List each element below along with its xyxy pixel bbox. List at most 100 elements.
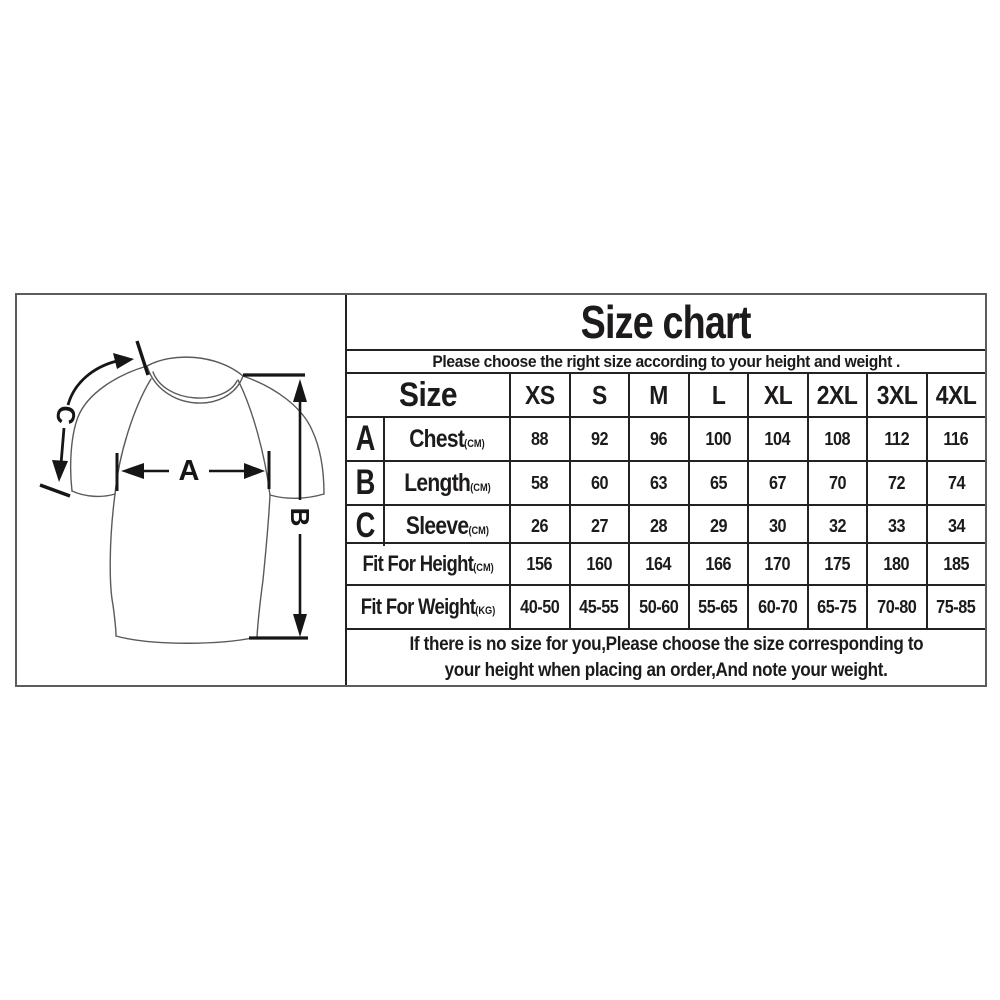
measurement-a-arrow: A bbox=[115, 451, 271, 491]
c-arc-arrowhead bbox=[113, 353, 134, 369]
row-label: Sleeve(CM) bbox=[383, 506, 509, 546]
table-header-row: Size XS S M L XL 2XL 3XL 4XL bbox=[347, 374, 985, 418]
cell-value: 160 bbox=[568, 544, 629, 584]
c-down-shaft bbox=[59, 427, 66, 465]
size-chart-panel: A B C bbox=[15, 293, 987, 687]
cell-value: 72 bbox=[866, 462, 926, 504]
tshirt-measurement-diagram: A B C bbox=[39, 340, 325, 644]
cell-value: 60 bbox=[568, 462, 629, 504]
header-col-4xl: 4XL bbox=[925, 374, 986, 416]
right-sleeve-hem bbox=[269, 493, 325, 499]
cell-value: 88 bbox=[509, 418, 569, 460]
cell-value: 156 bbox=[509, 544, 569, 584]
header-col-s: S bbox=[568, 374, 629, 416]
cell-value: 74 bbox=[925, 462, 986, 504]
row-unit: (CM) bbox=[468, 524, 489, 537]
cell-value: 75-85 bbox=[925, 586, 986, 628]
cell-value: 70-80 bbox=[866, 586, 926, 628]
right-raglan-seam bbox=[237, 379, 271, 496]
b-top-arrowhead bbox=[293, 379, 307, 402]
cell-value: 92 bbox=[568, 418, 629, 460]
cell-value: 67 bbox=[747, 462, 807, 504]
tshirt-outline bbox=[69, 356, 325, 644]
right-sleeve-outer bbox=[242, 375, 325, 495]
cell-value: 104 bbox=[747, 418, 807, 460]
bottom-hem bbox=[115, 635, 258, 644]
row-label: Fit For Height(CM) bbox=[362, 551, 494, 576]
row-unit: (CM) bbox=[473, 562, 494, 574]
row-unit: (CM) bbox=[464, 437, 485, 450]
header-col-xl: XL bbox=[747, 374, 807, 416]
row-letter: B bbox=[355, 463, 376, 502]
header-size: Size bbox=[398, 375, 458, 414]
cell-value: 180 bbox=[866, 544, 926, 584]
cell-value: 26 bbox=[509, 506, 569, 546]
a-label: A bbox=[179, 455, 200, 487]
row-unit: (CM) bbox=[469, 481, 491, 494]
row-letter: A bbox=[355, 419, 376, 458]
cell-value: 30 bbox=[747, 506, 807, 546]
header-col-xs: XS bbox=[509, 374, 569, 416]
table-row-fit-height: Fit For Height(CM) 156 160 164 166 170 1… bbox=[347, 544, 985, 586]
cell-value: 166 bbox=[687, 544, 748, 584]
cell-value: 63 bbox=[628, 462, 688, 504]
note-line-2: your height when placing an order,And no… bbox=[444, 659, 888, 681]
table-row-chest: A Chest(CM) 88 92 96 100 104 108 112 116 bbox=[347, 418, 985, 462]
c-collar-tick bbox=[135, 340, 150, 376]
cell-value: 32 bbox=[806, 506, 867, 546]
cell-value: 65 bbox=[687, 462, 748, 504]
cell-value: 55-65 bbox=[687, 586, 748, 628]
cell-value: 40-50 bbox=[509, 586, 569, 628]
collar-top-edge bbox=[146, 356, 244, 377]
cell-value: 112 bbox=[866, 418, 926, 460]
cell-value: 100 bbox=[687, 418, 748, 460]
row-label: Chest(CM) bbox=[383, 418, 509, 460]
cell-value: 34 bbox=[925, 506, 986, 546]
b-label: B bbox=[285, 508, 315, 527]
collar-outer-scoop bbox=[146, 365, 244, 404]
note-line-1: If there is no size for you,Please choos… bbox=[409, 634, 923, 656]
b-bottom-arrowhead bbox=[293, 614, 307, 637]
header-col-3xl: 3XL bbox=[866, 374, 926, 416]
cell-value: 60-70 bbox=[747, 586, 807, 628]
cell-value: 27 bbox=[568, 506, 629, 546]
note-row: If there is no size for you,Please choos… bbox=[347, 630, 985, 685]
header-col-m: M bbox=[628, 374, 688, 416]
body-left-side bbox=[109, 493, 117, 637]
left-raglan-seam bbox=[114, 378, 152, 495]
cell-value: 29 bbox=[687, 506, 748, 546]
c-label: C bbox=[50, 404, 82, 427]
c-arc-shaft bbox=[66, 359, 118, 406]
collar-inner-scoop bbox=[152, 371, 238, 399]
title-row: Size chart bbox=[347, 295, 985, 351]
cell-value: 164 bbox=[628, 544, 688, 584]
cell-value: 96 bbox=[628, 418, 688, 460]
c-end-tick bbox=[39, 483, 71, 498]
cell-value: 175 bbox=[806, 544, 867, 584]
size-chart-title: Size chart bbox=[581, 296, 752, 348]
row-unit: (KG) bbox=[475, 605, 496, 617]
subtitle-row: Please choose the right size according t… bbox=[347, 351, 985, 374]
cell-value: 70 bbox=[806, 462, 867, 504]
c-down-arrowhead bbox=[52, 460, 68, 482]
table-row-length: B Length(CM) 58 60 63 65 67 70 72 74 bbox=[347, 462, 985, 506]
cell-value: 185 bbox=[925, 544, 986, 584]
cell-value: 50-60 bbox=[628, 586, 688, 628]
row-label: Fit For Weight(KG) bbox=[360, 594, 496, 619]
table-row-sleeve: C Sleeve(CM) 26 27 28 29 30 32 33 34 bbox=[347, 506, 986, 546]
size-chart-table: Size chart Please choose the right size … bbox=[347, 295, 985, 685]
a-right-arrowhead bbox=[244, 463, 265, 479]
cell-value: 33 bbox=[866, 506, 926, 546]
row-letter: C bbox=[355, 506, 376, 545]
cell-value: 28 bbox=[628, 506, 688, 546]
table-row-fit-weight: Fit For Weight(KG) 40-50 45-55 50-60 55-… bbox=[347, 586, 985, 630]
measurement-b-arrow: B bbox=[243, 373, 315, 640]
measurement-c-arrow: C bbox=[39, 340, 150, 498]
size-chart-subtitle: Please choose the right size according t… bbox=[432, 351, 900, 371]
cell-value: 58 bbox=[509, 462, 569, 504]
header-col-l: L bbox=[687, 374, 748, 416]
body-right-side bbox=[256, 494, 271, 638]
left-sleeve-hem bbox=[71, 490, 116, 498]
a-left-arrowhead bbox=[121, 463, 144, 479]
